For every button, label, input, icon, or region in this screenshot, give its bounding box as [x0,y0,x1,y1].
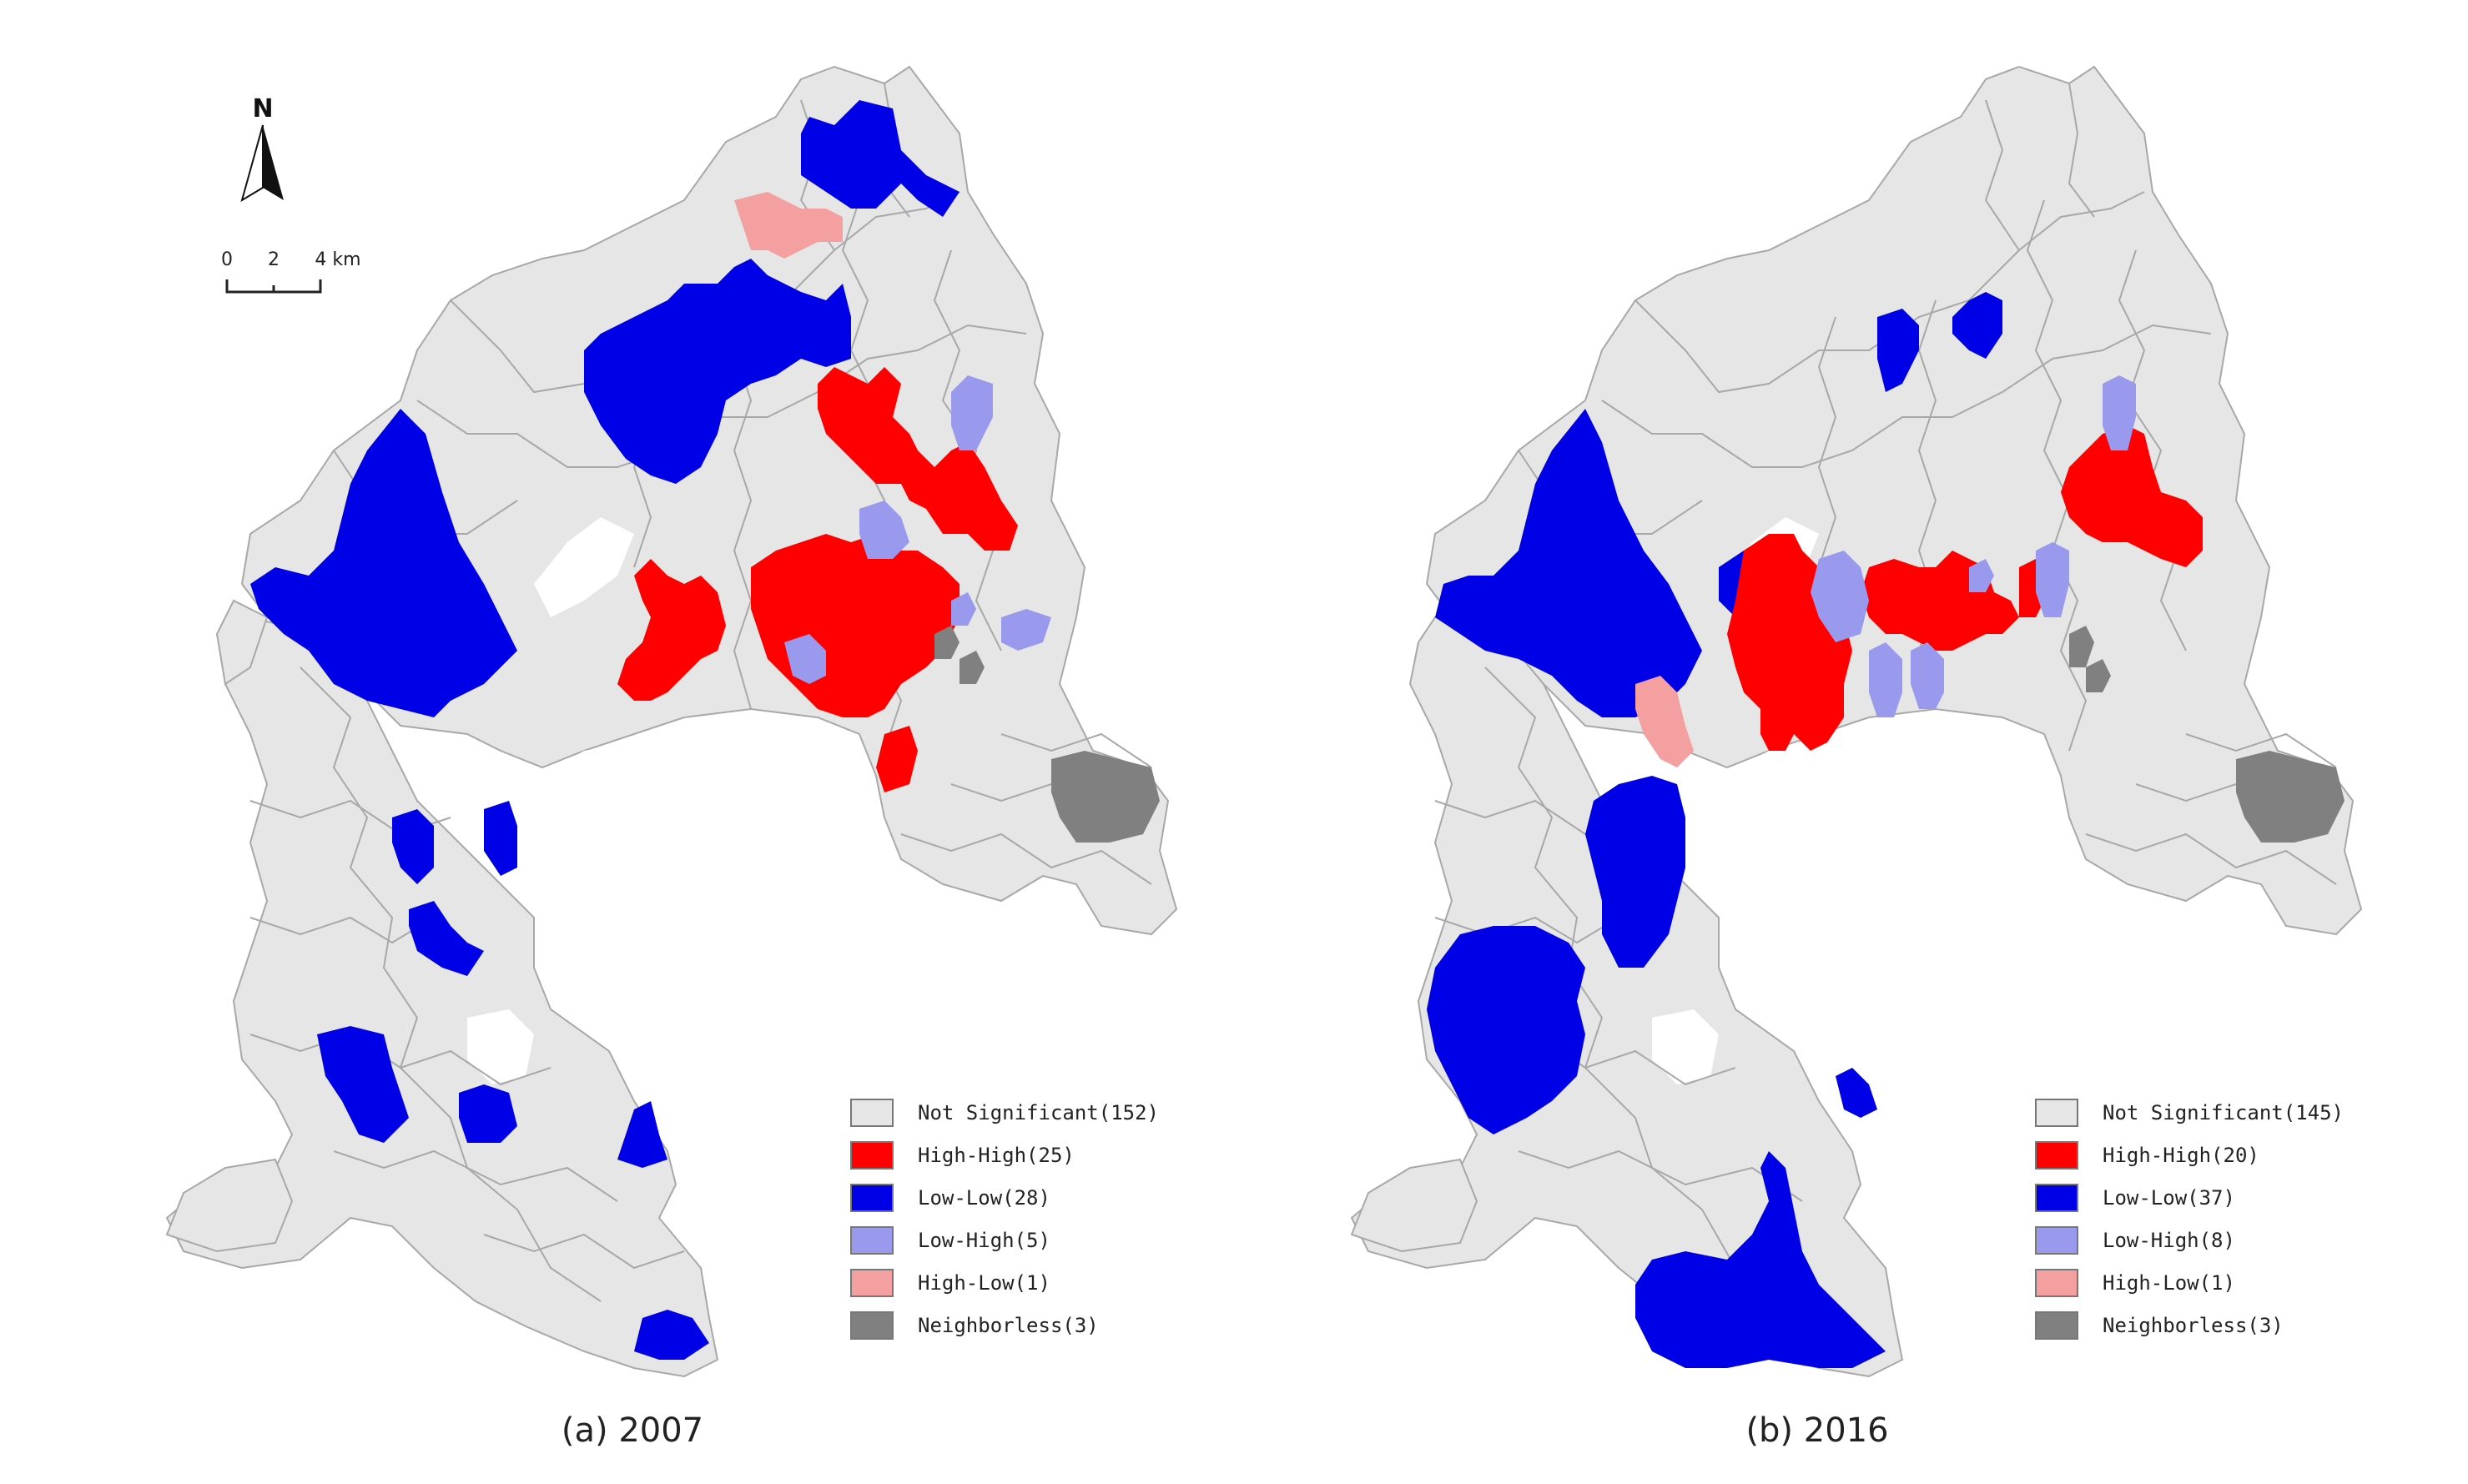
legend-label-neighborless: Neighborless(3) [2103,1314,2284,1337]
legend-swatch-not-significant [2035,1099,2078,1127]
legend-label-high-low: High-Low(1) [2103,1271,2235,1295]
legend-label-not-significant: Not Significant(145) [2103,1101,2344,1124]
lh-4 [1001,609,1051,651]
caption-2007: (a) 2007 [562,1411,703,1450]
lh-4 [1911,642,1944,709]
hl-west [1635,676,1694,767]
lh-3 [1869,642,1902,717]
north-label: N [252,94,273,123]
ll-north-large [584,259,851,484]
legend-swatch-neighborless [2035,1311,2078,1340]
lh-5 [2036,542,2069,617]
study-area-2007 [165,65,1178,1378]
lh-1 [2103,375,2136,450]
legend-label-high-high: High-High(25) [918,1144,1075,1167]
legend-swatch-low-high [2035,1226,2078,1255]
ll-southwest-large [1427,926,1585,1134]
ll-south-7 [634,1310,709,1360]
low-low-clusters-2007 [250,100,959,1360]
study-area-west-lobe [215,599,269,686]
hh-south-small [876,726,918,792]
ll-south-east-small [1836,1068,1877,1118]
legend-swatch-low-high [850,1226,894,1255]
study-area-2016 [1350,65,2363,1378]
ll-south-2 [484,801,517,876]
lh-2 [1811,551,1869,642]
north-arrow: N [240,94,284,203]
nb-small-1 [2069,626,2094,667]
inner-gap-south [1685,734,2128,934]
ll-south-1 [392,809,434,884]
legend-swatch-low-low [850,1184,894,1212]
legend-2016: Not Significant(145) High-High(20) Low-Low… [2035,1099,2344,1340]
low-low-clusters-2016 [1427,292,2002,1368]
water-holes-2007 [467,517,943,1084]
ll-south-5 [459,1084,517,1143]
ll-south-large [1585,776,1685,968]
legend-label-high-low: High-Low(1) [918,1271,1050,1295]
lake-2 [467,1009,534,1084]
ll-north-2 [1952,292,2002,359]
ll-west-large [250,409,517,717]
nb-east [1051,751,1160,843]
study-area-south [165,616,719,1378]
nb-small-1 [934,626,959,659]
ll-south-4 [317,1026,409,1143]
lake-1 [534,517,634,617]
nb-small-2 [2086,659,2111,692]
ll-south-6 [617,1101,667,1168]
hh-west [617,559,726,701]
legend-2007: Not Significant(152) High-High(25) Low-Low… [850,1099,1159,1340]
low-high-clusters-2007 [784,375,1051,684]
map-panel-2016: Not Significant(145) High-High(20) Low-Low… [1350,65,2363,1450]
scale-tick-0: 0 [221,249,233,270]
lh-3 [784,634,826,684]
legend-label-neighborless: Neighborless(3) [918,1314,1099,1337]
hh-northeast [2061,425,2203,567]
scale-bar: 0 2 4 km [221,249,361,294]
neighborless-2016 [2069,626,2345,843]
low-high-clusters-2016 [1811,375,2136,717]
legend-label-high-high: High-High(20) [2103,1144,2259,1167]
lh-6 [1969,559,1994,592]
legend-label-low-low: Low-Low(37) [2103,1186,2235,1210]
ll-south-3 [409,901,484,976]
scale-tick-2: 2 [268,249,280,270]
legend-swatch-high-low [2035,1269,2078,1297]
map-panel-2007: N 0 2 4 km Not Significant(152) High-High… [165,65,1178,1450]
high-low-clusters-2016 [1635,676,1694,767]
ll-west-large [1435,409,1702,717]
legend-label-low-high: Low-High(8) [2103,1229,2235,1252]
hh-northeast [818,367,1018,551]
lh-2 [859,501,909,559]
inner-gap-south [501,734,943,934]
legend-swatch-high-high [2035,1141,2078,1170]
legend-label-low-low: Low-Low(28) [918,1186,1050,1210]
study-area-southwest-blob [1350,1158,1478,1253]
lake-2 [1652,1009,1719,1084]
legend-swatch-neighborless [850,1311,894,1340]
ll-north-1 [1877,309,1919,392]
legend-swatch-high-low [850,1269,894,1297]
ll-north-top [801,100,959,217]
nb-east [2236,751,2345,843]
lh-5 [951,592,976,626]
legend-swatch-high-high [850,1141,894,1170]
ll-south-large-2 [1635,1151,1886,1368]
study-area-southwest-blob [165,1158,294,1253]
high-low-clusters-2007 [734,192,843,259]
nb-small-2 [959,651,985,684]
legend-label-not-significant: Not Significant(152) [918,1101,1159,1124]
legend-label-low-high: Low-High(5) [918,1229,1050,1252]
legend-swatch-not-significant [850,1099,894,1127]
hl-north [734,192,843,259]
lh-1 [951,375,993,450]
scale-tick-4: 4 km [315,249,360,270]
neighborless-2007 [934,626,1160,843]
caption-2016: (b) 2016 [1745,1411,1888,1450]
legend-swatch-low-low [2035,1184,2078,1212]
study-area-north [240,65,1178,936]
